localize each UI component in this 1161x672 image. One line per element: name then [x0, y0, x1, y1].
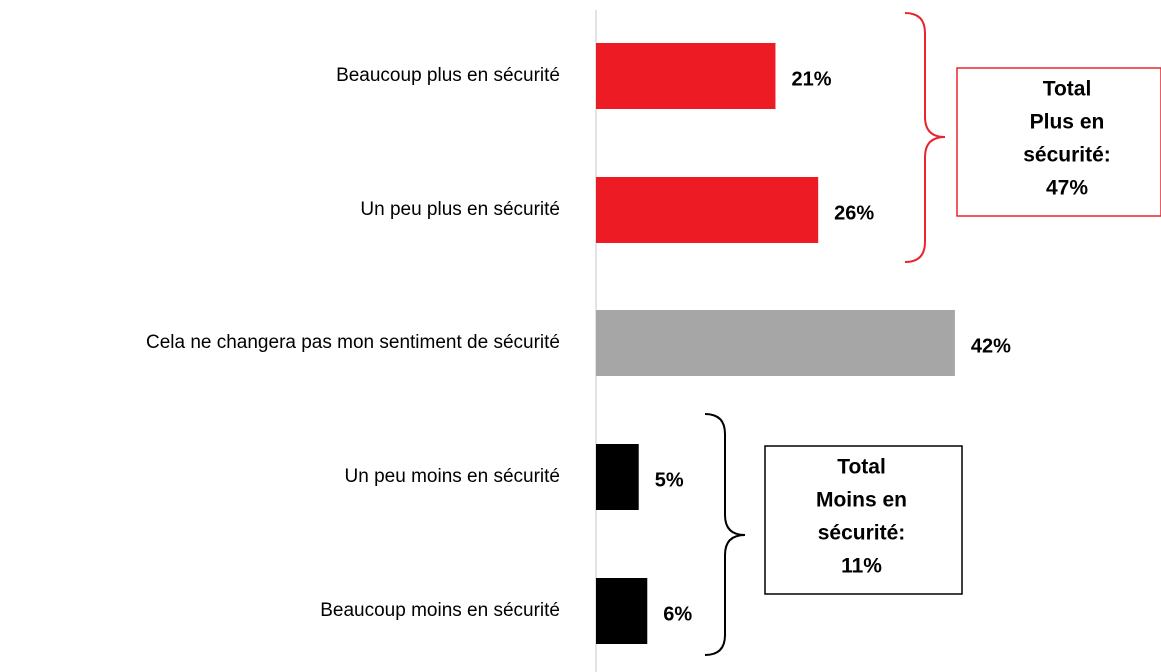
- value-label: 26%: [834, 202, 874, 224]
- annotation-text: Plus en: [1030, 111, 1105, 134]
- annotation-box: [764, 445, 963, 595]
- bar: [596, 310, 955, 376]
- value-label: 6%: [663, 603, 692, 625]
- bar: [596, 43, 776, 109]
- category-label: Un peu moins en sécurité: [345, 466, 560, 487]
- bar: [596, 578, 648, 644]
- annotation-text: 47%: [1046, 177, 1088, 200]
- brace: [704, 413, 746, 656]
- annotation-text: 11%: [841, 555, 882, 578]
- annotation-text: sécurité:: [818, 522, 906, 545]
- bar: [596, 444, 639, 510]
- bar: [596, 177, 819, 243]
- brace: [904, 12, 946, 263]
- value-label: 21%: [791, 68, 831, 90]
- annotation-box: [956, 67, 1161, 217]
- category-label: Cela ne changera pas mon sentiment de sé…: [146, 332, 560, 353]
- value-label: 5%: [655, 469, 684, 491]
- category-label: Beaucoup plus en sécurité: [336, 65, 560, 86]
- annotation-text: sécurité:: [1023, 144, 1111, 167]
- annotation-text: Total: [1043, 78, 1092, 101]
- annotation-text: Total: [837, 456, 886, 479]
- annotation-text: Moins en: [816, 489, 907, 512]
- value-label: 42%: [971, 335, 1011, 357]
- category-label: Beaucoup moins en sécurité: [320, 600, 560, 621]
- category-label: Un peu plus en sécurité: [360, 199, 560, 220]
